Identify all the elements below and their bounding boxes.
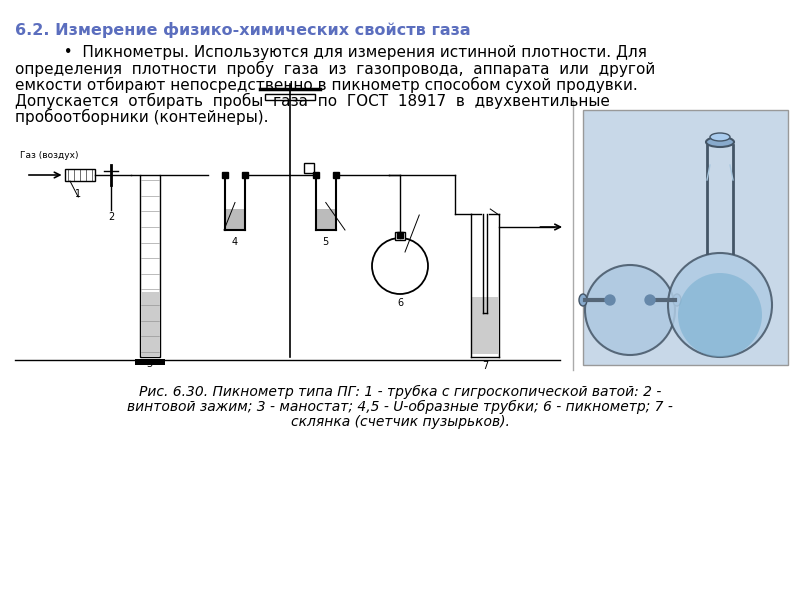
Text: 2: 2 bbox=[108, 212, 114, 222]
Circle shape bbox=[585, 265, 675, 355]
Text: 6.2. Измерение физико-химических свойств газа: 6.2. Измерение физико-химических свойств… bbox=[15, 22, 470, 38]
Bar bbox=[472, 297, 498, 355]
Text: 4: 4 bbox=[232, 237, 238, 247]
Text: Допускается  отбирать  пробы  газа  по  ГОСТ  18917  в  двухвентильные: Допускается отбирать пробы газа по ГОСТ … bbox=[15, 93, 610, 109]
Text: пробоотборники (контейнеры).: пробоотборники (контейнеры). bbox=[15, 109, 269, 125]
Bar bbox=[140, 175, 160, 357]
Ellipse shape bbox=[579, 294, 587, 306]
Bar bbox=[265, 94, 315, 100]
Text: Газ (воздух): Газ (воздух) bbox=[21, 151, 79, 160]
Text: •  Пикнометры. Используются для измерения истинной плотности. Для: • Пикнометры. Используются для измерения… bbox=[15, 45, 647, 60]
Bar bbox=[317, 209, 334, 229]
Text: 1: 1 bbox=[75, 189, 82, 199]
Circle shape bbox=[678, 273, 762, 357]
Text: емкости отбирают непосредственно в пикнометр способом сухой продувки.: емкости отбирают непосредственно в пикно… bbox=[15, 77, 638, 93]
Bar bbox=[65, 169, 94, 181]
Bar bbox=[226, 209, 244, 229]
Bar bbox=[134, 359, 165, 365]
Text: винтовой зажим; 3 - маностат; 4,5 - U-образные трубки; 6 - пикнометр; 7 -: винтовой зажим; 3 - маностат; 4,5 - U-об… bbox=[127, 400, 673, 414]
Text: 7: 7 bbox=[482, 361, 488, 371]
Ellipse shape bbox=[673, 294, 681, 306]
Text: склянка (счетчик пузырьков).: склянка (счетчик пузырьков). bbox=[290, 415, 510, 429]
Text: определения  плотности  пробу  газа  из  газопровода,  аппарата  или  другой: определения плотности пробу газа из газо… bbox=[15, 61, 655, 77]
Bar bbox=[395, 232, 405, 240]
Bar bbox=[304, 163, 314, 173]
Circle shape bbox=[372, 238, 428, 294]
Text: 5: 5 bbox=[322, 237, 329, 247]
Bar bbox=[583, 110, 788, 365]
Text: 3: 3 bbox=[146, 359, 153, 369]
Ellipse shape bbox=[710, 133, 730, 141]
Circle shape bbox=[605, 295, 615, 305]
Circle shape bbox=[668, 253, 772, 357]
Bar bbox=[141, 292, 158, 356]
Circle shape bbox=[645, 295, 655, 305]
Ellipse shape bbox=[706, 137, 734, 147]
Text: Рис. 6.30. Пикнометр типа ПГ: 1 - трубка с гигроскопической ватой: 2 -: Рис. 6.30. Пикнометр типа ПГ: 1 - трубка… bbox=[139, 385, 661, 399]
Text: 6: 6 bbox=[397, 298, 403, 308]
